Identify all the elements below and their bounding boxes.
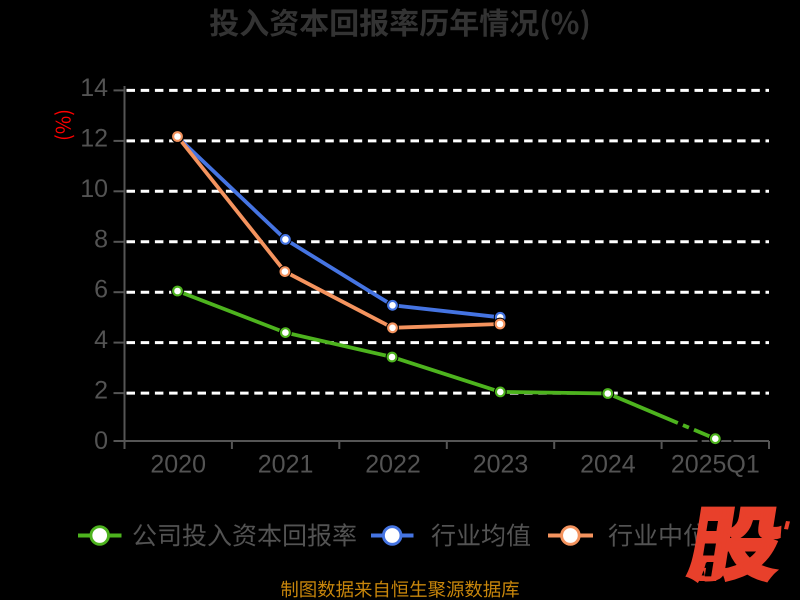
svg-text:2: 2 (94, 377, 108, 405)
svg-text:2020: 2020 (150, 451, 206, 479)
svg-text:2025Q1: 2025Q1 (671, 451, 760, 479)
svg-text:4: 4 (94, 326, 108, 354)
svg-text:0: 0 (94, 427, 108, 455)
svg-text:2023: 2023 (473, 451, 529, 479)
svg-text:2024: 2024 (580, 451, 636, 479)
svg-text:2022: 2022 (365, 451, 421, 479)
svg-text:6: 6 (94, 276, 108, 304)
svg-text:10: 10 (80, 175, 108, 203)
svg-text:2021: 2021 (258, 451, 314, 479)
svg-text:8: 8 (94, 225, 108, 253)
svg-text:12: 12 (80, 124, 108, 152)
svg-text:14: 14 (80, 74, 108, 102)
